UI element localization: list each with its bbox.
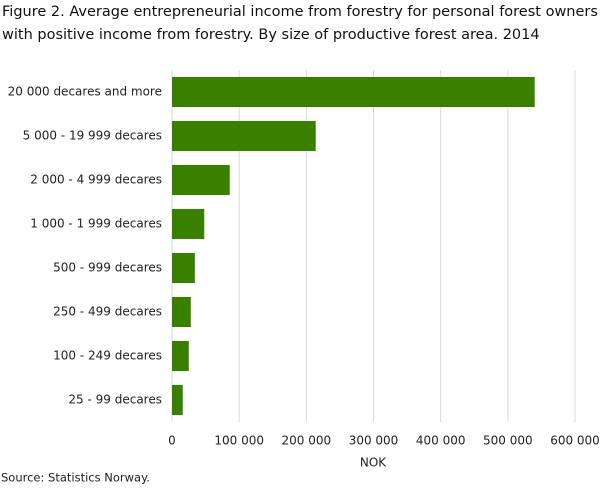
x-axis-label: NOK (360, 456, 387, 470)
y-tick-label: 1 000 - 1 999 decares (30, 217, 162, 231)
y-tick-label: 25 - 99 decares (68, 393, 162, 407)
bar (172, 165, 230, 195)
y-tick-label: 100 - 249 decares (53, 349, 162, 363)
chart-title: Figure 2. Average entrepreneurial income… (2, 4, 598, 20)
x-tick-label: 600 000 (550, 434, 600, 448)
x-tick-label: 300 000 (349, 434, 399, 448)
chart-title: with positive income from forestry. By s… (2, 27, 540, 43)
bar (172, 341, 189, 371)
bar (172, 121, 316, 151)
bar (172, 297, 191, 327)
y-tick-label: 250 - 499 decares (53, 305, 162, 319)
x-tick-label: 100 000 (214, 434, 264, 448)
x-tick-label: 0 (168, 434, 176, 448)
x-tick-label: 200 000 (282, 434, 332, 448)
bar (172, 77, 535, 107)
y-tick-label: 20 000 decares and more (8, 85, 162, 99)
y-tick-label: 2 000 - 4 999 decares (30, 173, 162, 187)
x-tick-label: 400 000 (416, 434, 466, 448)
x-tick-label: 500 000 (483, 434, 533, 448)
bar (172, 253, 195, 283)
y-tick-label: 5 000 - 19 999 decares (23, 129, 162, 143)
y-tick-label: 500 - 999 decares (53, 261, 162, 275)
source: Source: Statistics Norway. (1, 471, 150, 485)
bar (172, 385, 183, 415)
bar (172, 209, 205, 239)
